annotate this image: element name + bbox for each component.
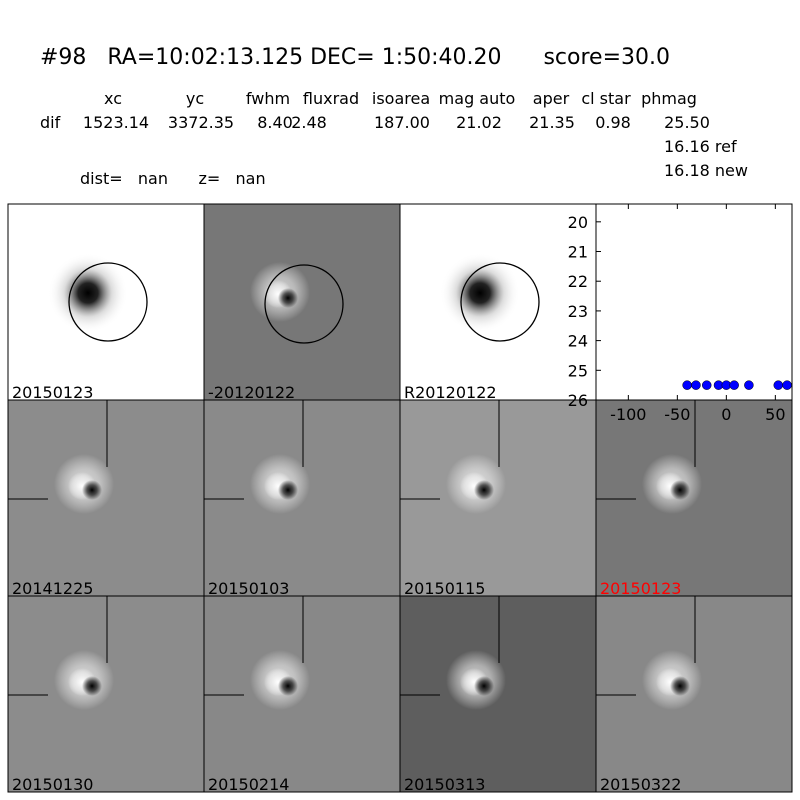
aperture (68, 262, 148, 342)
residual-neg (670, 676, 690, 696)
column-header: mag auto (439, 89, 516, 108)
y-tick-label: 21 (568, 243, 588, 262)
row-value: 1523.14 (83, 113, 149, 132)
x-tick-label: -50 (664, 405, 690, 424)
column-header: xc (104, 89, 122, 108)
row-value: 25.50 (664, 113, 710, 132)
point (773, 380, 784, 390)
column-header: isoarea (372, 89, 430, 108)
point (682, 380, 692, 390)
x-tick-label: 0 (721, 405, 731, 424)
panel-label: 20150103 (208, 579, 289, 598)
residual-neg (278, 676, 298, 696)
panel-label: R20120122 (404, 383, 497, 402)
residual-neg (474, 676, 494, 696)
panel-label: -20120122 (208, 383, 295, 402)
image-panel (399, 399, 597, 597)
residual-neg (474, 480, 494, 500)
column-header: yc (186, 89, 204, 108)
row-value: 3372.35 (168, 113, 234, 132)
row-value: 8.40 (257, 113, 293, 132)
row-value: 21.02 (456, 113, 502, 132)
image-panel (203, 595, 401, 793)
residual-neg (82, 676, 102, 696)
point (782, 380, 792, 390)
residual-neg (670, 480, 690, 500)
extra-ref: 16.16 ref (664, 137, 737, 156)
image-panel (595, 399, 793, 597)
star (440, 253, 520, 333)
star (48, 253, 128, 333)
image-panel (399, 203, 597, 401)
panel-label: 20150115 (404, 579, 485, 598)
row-value: 187.00 (374, 113, 430, 132)
aperture (460, 262, 540, 342)
panel-label: 20150123 (12, 383, 93, 402)
point (729, 380, 739, 390)
residual-neg (278, 480, 298, 500)
row-label: dif (40, 113, 61, 132)
panel-label: 20150123 (600, 579, 681, 598)
row-value: 0.98 (595, 113, 631, 132)
panel-label: 20150214 (208, 775, 289, 794)
y-tick-label: 25 (568, 361, 588, 380)
panel-label: 20150322 (600, 775, 681, 794)
y-tick-label: 24 (568, 332, 588, 351)
title: #98 RA=10:02:13.125 DEC= 1:50:40.20 scor… (40, 45, 670, 70)
point (691, 380, 701, 390)
column-header: fluxrad (303, 89, 359, 108)
image-panel (7, 595, 205, 793)
y-tick-label: 23 (568, 302, 588, 321)
column-header: fwhm (246, 89, 290, 108)
dist-line: dist= nan z= nan (80, 169, 266, 188)
y-tick-label: 22 (568, 272, 588, 291)
image-panel (399, 595, 597, 793)
y-tick-label: 26 (568, 391, 588, 410)
image-panel (203, 203, 401, 401)
y-tick-label: 20 (568, 213, 588, 232)
image-panel (203, 399, 401, 597)
panel-label: 20141225 (12, 579, 93, 598)
point (744, 380, 754, 390)
column-header: cl star (581, 89, 631, 108)
residual-neg (82, 480, 102, 500)
x-tick-label: 50 (765, 405, 785, 424)
aperture (264, 264, 344, 344)
image-panel (595, 595, 793, 793)
column-header: aper (533, 89, 570, 108)
row-value: 2.48 (291, 113, 327, 132)
image-panel (7, 203, 205, 401)
plot-bg (595, 203, 793, 401)
row-value: 21.35 (529, 113, 575, 132)
column-header: phmag (641, 89, 697, 108)
x-tick-label: -100 (610, 405, 646, 424)
residual-neg (278, 288, 298, 308)
panel-label: 20150313 (404, 775, 485, 794)
extra-new: 16.18 new (664, 161, 748, 180)
point (701, 380, 712, 390)
panel-label: 20150130 (12, 775, 93, 794)
image-panel (7, 399, 205, 597)
